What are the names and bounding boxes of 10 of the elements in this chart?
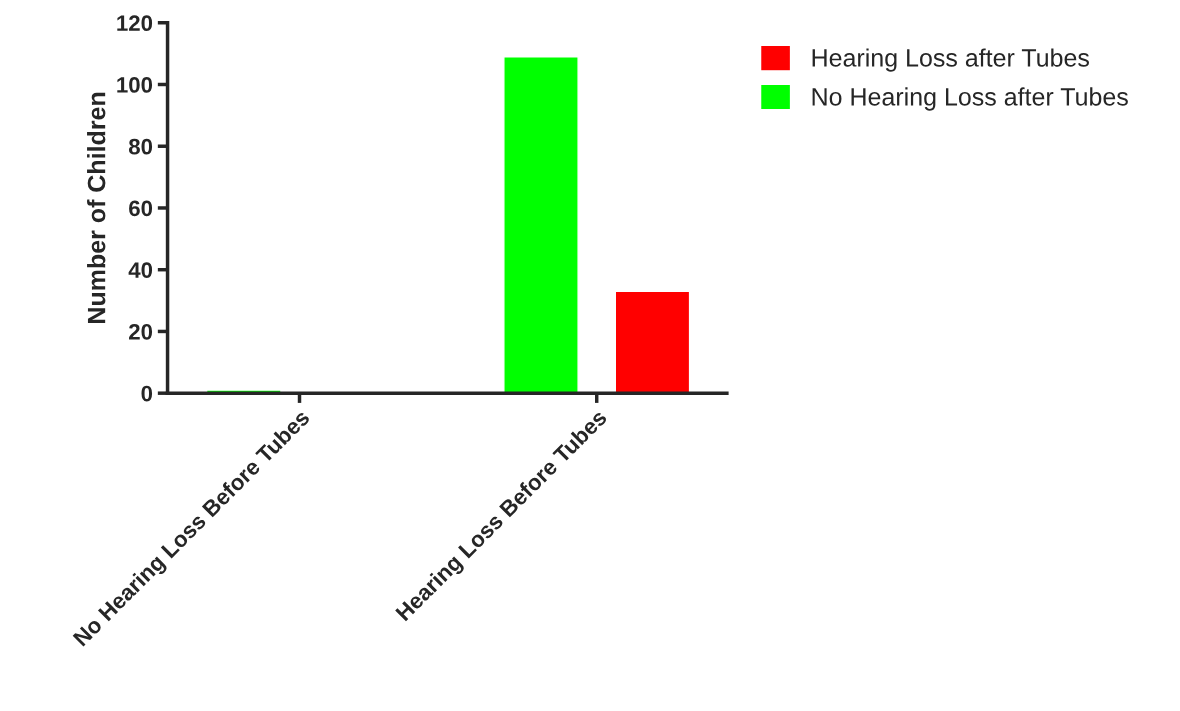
legend-label: No Hearing Loss after Tubes (812, 87, 1128, 111)
y-tick-label: 40 (128, 262, 153, 278)
y-tick-label: 80 (128, 138, 153, 155)
y-tick-label: 100 (117, 77, 153, 93)
y-tick-label: 60 (129, 200, 153, 217)
y-axis-title: Number of Children (87, 92, 106, 323)
y-tick-label: 20 (129, 323, 153, 340)
y-tick-label: 0 (141, 385, 153, 402)
legend-label: Hearing Loss after Tubes (812, 48, 1089, 72)
y-tick-label: 120 (117, 15, 153, 32)
